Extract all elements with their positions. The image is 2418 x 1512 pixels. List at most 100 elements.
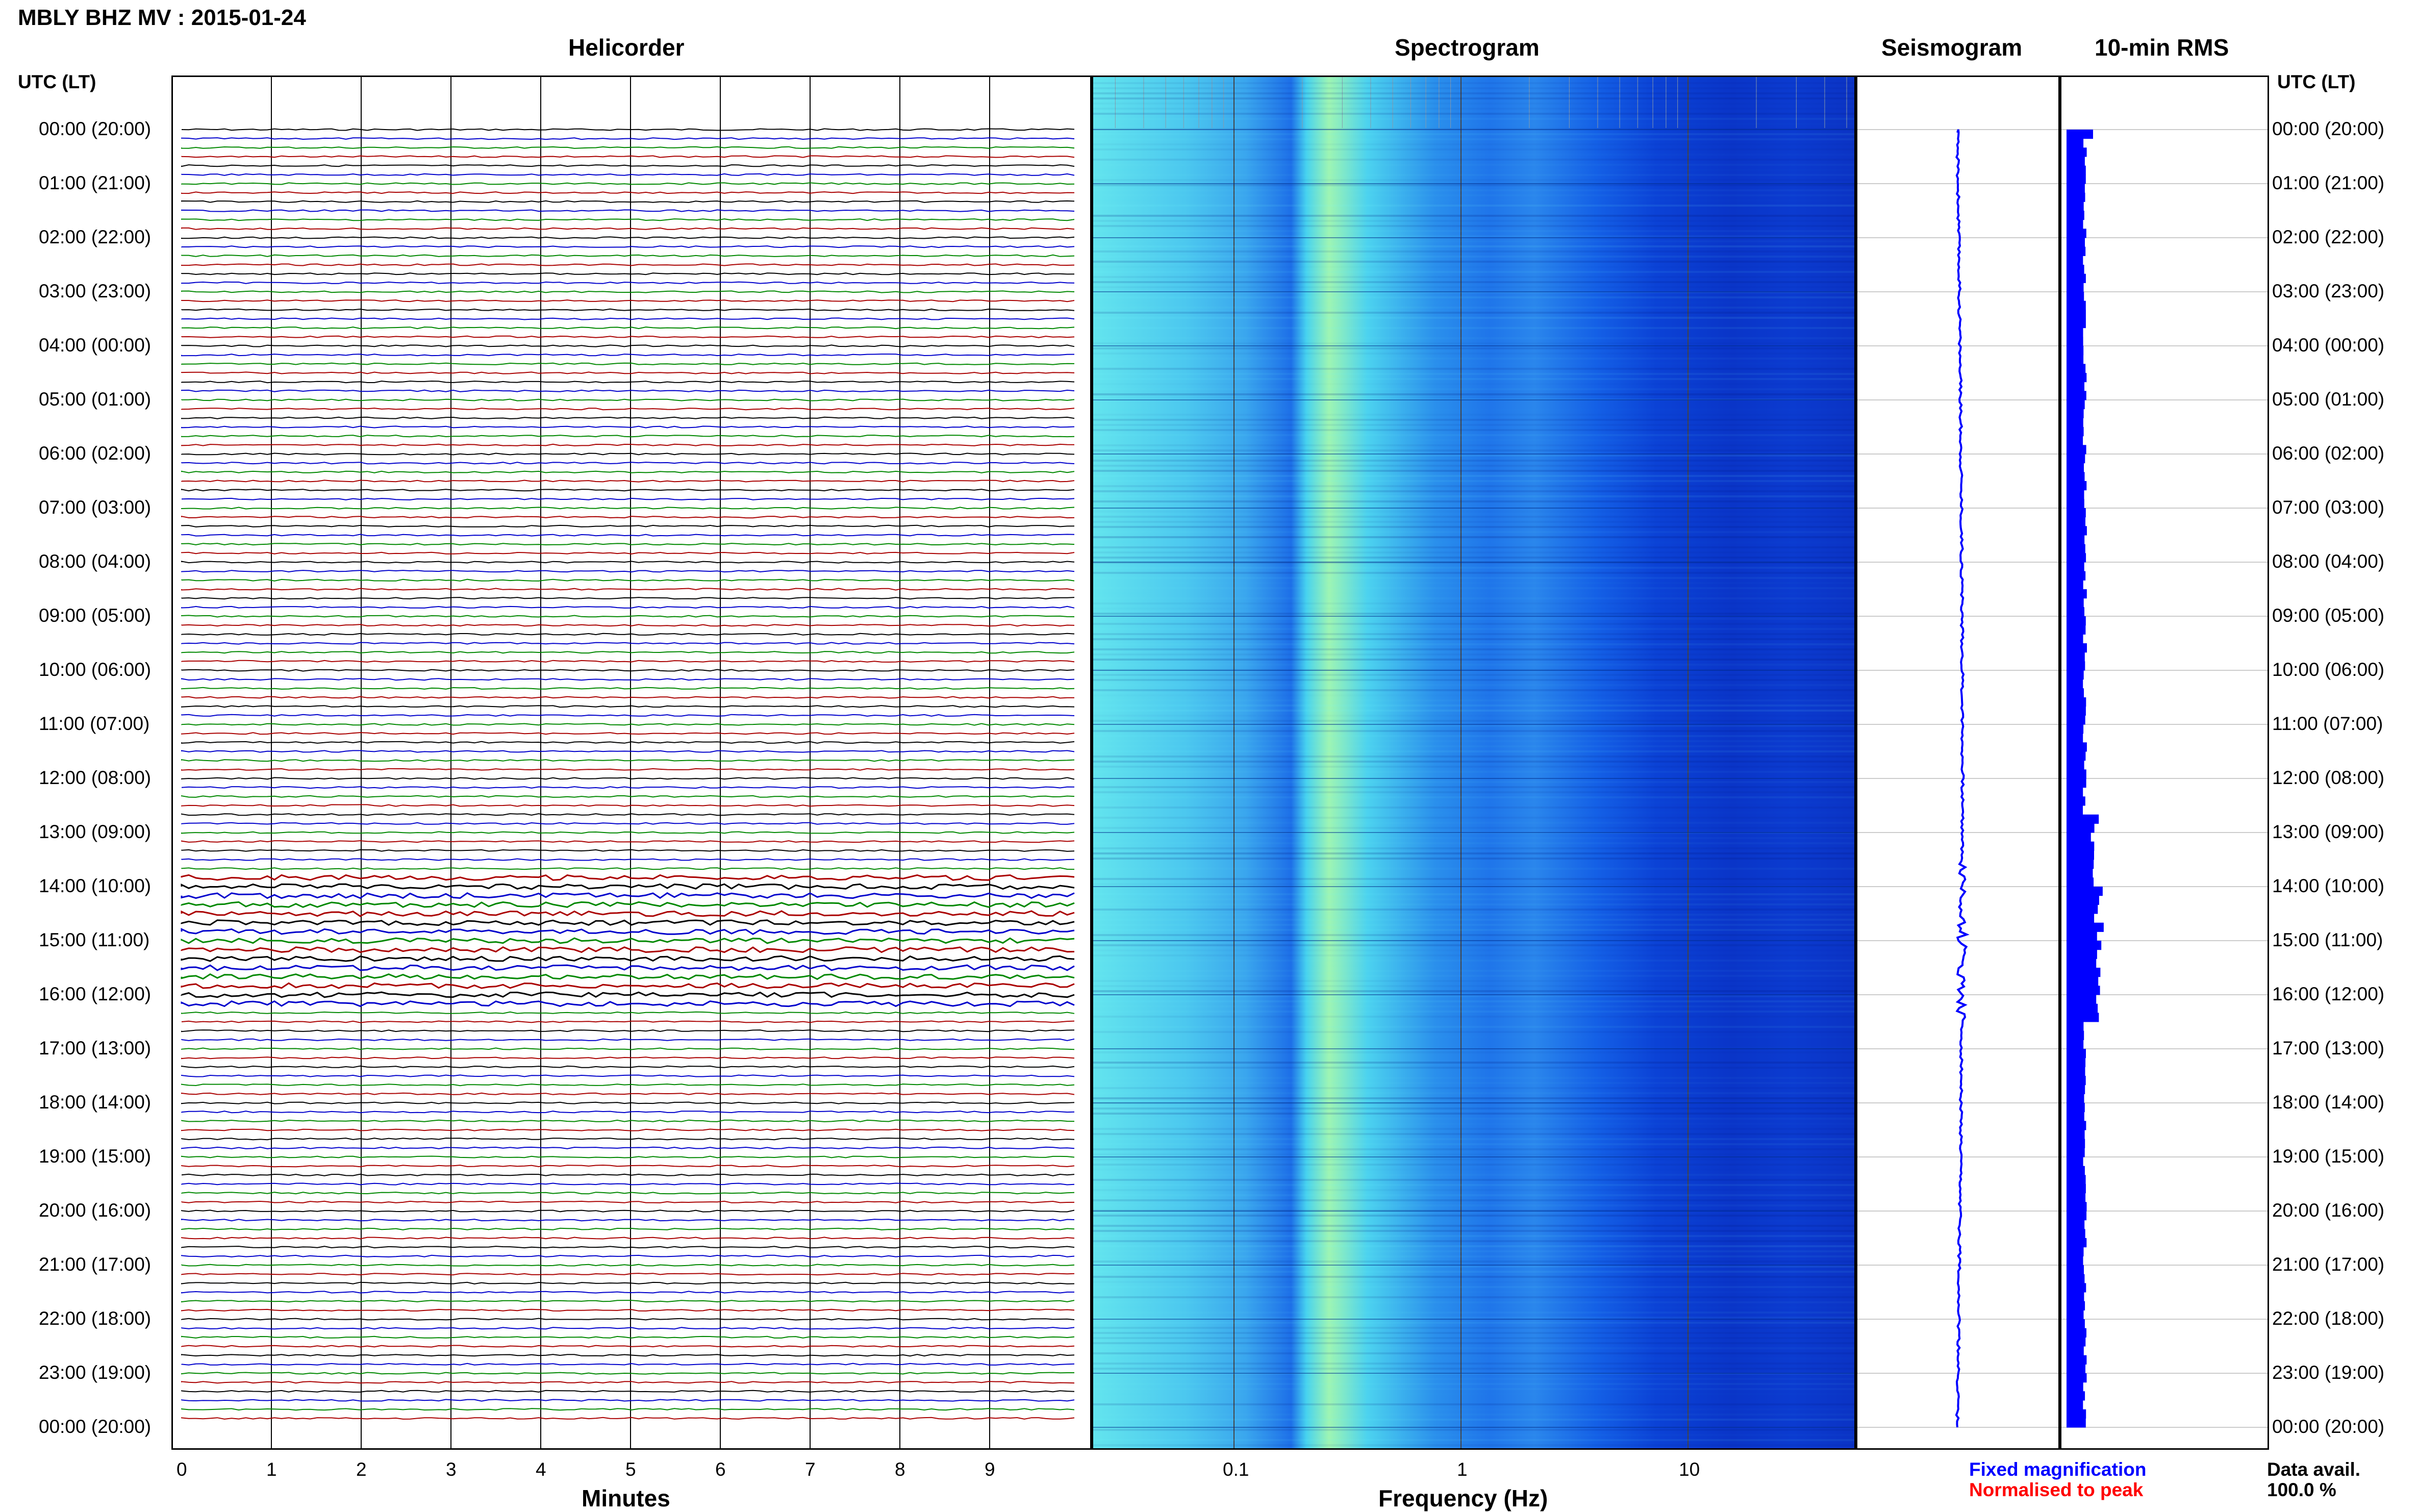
rms-bar xyxy=(2067,273,2086,283)
spectrogram-band xyxy=(1093,1067,1854,1069)
time-label: 10:00 (06:00) xyxy=(2272,659,2385,680)
time-label: 17:00 (13:00) xyxy=(39,1038,152,1059)
helicorder-trace xyxy=(181,1101,1075,1104)
spectrogram-band xyxy=(1093,1398,1854,1400)
seismogram-line xyxy=(1955,129,1970,1428)
rms-bar xyxy=(2067,995,2097,1004)
helicorder-trace xyxy=(181,606,1075,609)
rms-bar xyxy=(2067,868,2093,878)
rms-bar xyxy=(2067,1355,2087,1365)
helicorder-trace xyxy=(181,901,1075,908)
rms-bar xyxy=(2067,1220,2085,1229)
helicorder-trace xyxy=(181,137,1075,140)
helicorder-trace xyxy=(181,759,1075,762)
spectrogram-band xyxy=(1093,1123,1854,1125)
rms-bar xyxy=(2067,1274,2085,1283)
rms-bar xyxy=(2067,238,2085,247)
spectrogram-band xyxy=(1093,143,1854,145)
time-label: 02:00 (22:00) xyxy=(39,226,152,247)
helicorder-trace xyxy=(181,209,1075,212)
helicorder-trace xyxy=(181,1246,1075,1249)
helicorder-trace xyxy=(181,146,1075,149)
helicorder-trace xyxy=(181,804,1075,807)
helicorder-trace xyxy=(181,497,1075,500)
spectrogram-band xyxy=(1093,1373,1854,1375)
spectrogram-band xyxy=(1093,347,1854,349)
time-label: 14:00 (10:00) xyxy=(39,875,152,896)
rms-bar xyxy=(2067,769,2086,779)
spectrogram-band xyxy=(1093,1000,1854,1002)
rms-bar xyxy=(2067,346,2084,356)
rms-bar xyxy=(2067,445,2086,455)
spectrogram-band xyxy=(1093,250,1854,253)
spectrogram-band xyxy=(1093,863,1854,865)
helicorder-x-tick: 5 xyxy=(625,1459,636,1480)
helicorder-trace xyxy=(181,1092,1075,1095)
spectrogram-band xyxy=(1093,796,1854,798)
spectrogram-band xyxy=(1093,1046,1854,1048)
spectrogram-band xyxy=(1093,1087,1854,1089)
spectrogram-band xyxy=(1093,827,1854,829)
spectrogram-band xyxy=(1093,648,1854,650)
rms-bar xyxy=(2067,1112,2084,1121)
rms-bar xyxy=(2067,986,2100,995)
spectrogram-band xyxy=(1093,301,1854,304)
rms-bar xyxy=(2067,814,2099,824)
rms-bar xyxy=(2067,823,2095,833)
spectrogram-band xyxy=(1093,1174,1854,1176)
spectrogram-band xyxy=(1093,761,1854,763)
spectrogram-band xyxy=(1093,842,1854,844)
spectrogram-x-tick: 10 xyxy=(1679,1459,1700,1480)
helicorder-trace xyxy=(181,507,1075,510)
time-label: 07:00 (03:00) xyxy=(2272,497,2385,518)
helicorder-x-tick: 6 xyxy=(715,1459,726,1480)
time-label: 20:00 (16:00) xyxy=(39,1200,152,1221)
spectrogram-band xyxy=(1093,225,1854,227)
helicorder-trace xyxy=(181,1327,1075,1330)
spectrogram-band xyxy=(1093,536,1854,538)
spectrogram-band xyxy=(1093,82,1854,84)
time-label: 08:00 (04:00) xyxy=(39,551,152,572)
spectrogram-band xyxy=(1093,1102,1854,1104)
rms-bar xyxy=(2067,526,2087,536)
helicorder-trace xyxy=(181,1200,1075,1203)
spectrogram-band xyxy=(1093,1199,1854,1201)
spectrogram-band xyxy=(1093,352,1854,355)
spectrogram-band xyxy=(1093,103,1854,105)
helicorder-trace xyxy=(181,928,1075,936)
helicorder-trace xyxy=(181,435,1075,438)
helicorder-trace xyxy=(181,991,1075,998)
spectrogram-band xyxy=(1093,1301,1854,1303)
spectrogram-band xyxy=(1093,898,1854,900)
spectrogram-band xyxy=(1093,597,1854,599)
time-label: 13:00 (09:00) xyxy=(2272,821,2385,842)
rms-bar xyxy=(2067,760,2084,770)
rms-title: 10-min RMS xyxy=(2095,34,2229,61)
rms-bar xyxy=(2067,1319,2085,1329)
spectrogram-band xyxy=(1093,786,1854,788)
time-label: 02:00 (22:00) xyxy=(2272,226,2385,247)
spectrogram-band xyxy=(1093,312,1854,314)
helicorder-trace xyxy=(181,624,1075,627)
rms-bar xyxy=(2067,481,2087,491)
helicorder-trace xyxy=(181,669,1075,672)
spectrogram-band xyxy=(1093,368,1854,370)
rms-bar xyxy=(2067,796,2085,806)
time-label: 04:00 (00:00) xyxy=(2272,335,2385,356)
time-label: 16:00 (12:00) xyxy=(39,984,152,1004)
spectrogram-band xyxy=(1093,388,1854,390)
spectrogram-band xyxy=(1093,485,1854,487)
spectrogram-band xyxy=(1093,199,1854,201)
rms-bar xyxy=(2067,300,2086,310)
rms-bar xyxy=(2067,661,2085,671)
spectrogram-band xyxy=(1093,608,1854,610)
helicorder-trace xyxy=(181,489,1075,492)
helicorder-trace xyxy=(181,849,1075,852)
helicorder-trace xyxy=(181,1218,1075,1222)
helicorder-trace xyxy=(181,822,1075,825)
rms-bar xyxy=(2067,165,2086,175)
spectrogram-band xyxy=(1093,148,1854,150)
spectrogram-band xyxy=(1093,1016,1854,1018)
rms-bar xyxy=(2067,805,2083,815)
rms-bar xyxy=(2067,580,2083,590)
